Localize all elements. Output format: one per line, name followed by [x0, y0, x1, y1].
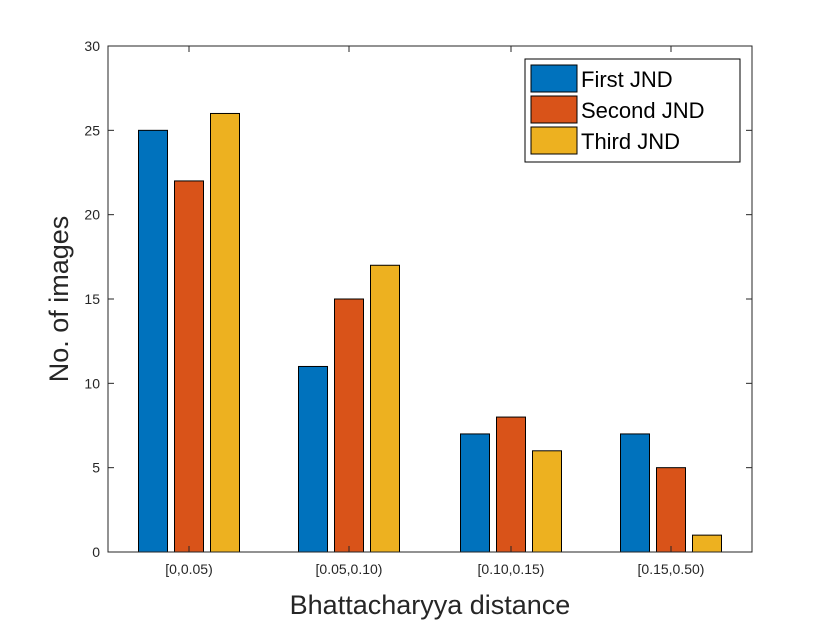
y-tick-label: 10 — [84, 375, 100, 391]
y-tick-label: 30 — [84, 38, 100, 54]
bar-series1-cat4 — [620, 433, 650, 553]
bar-series2-cat1 — [174, 180, 204, 553]
y-tick-label: 5 — [92, 460, 100, 476]
x-tick-label: [0,0.05) — [165, 561, 212, 577]
legend-swatch — [530, 95, 578, 124]
y-tick-label: 0 — [92, 544, 100, 560]
bar-series3-cat1 — [210, 112, 240, 553]
bar-series2-cat4 — [656, 467, 686, 553]
legend: First JND Second JND Third JND — [524, 58, 741, 163]
legend-label: Third JND — [581, 129, 680, 154]
y-tick-label: 15 — [84, 291, 100, 307]
y-tick-label: 25 — [84, 122, 100, 138]
bar-series1-cat2 — [298, 365, 328, 553]
x-tick-label: [0.05,0.10) — [316, 561, 383, 577]
axes-group: 0 5 10 15 20 25 30 [0,0.05) [0.05,0.10) [0.10,0.1… — [84, 38, 753, 577]
x-axis-title: Bhattacharyya distance — [290, 590, 571, 620]
bars-group — [138, 112, 722, 553]
x-tick-label: [0.10,0.15) — [478, 561, 545, 577]
bar-series1-cat1 — [138, 129, 168, 553]
x-tick-label: [0.15,0.50) — [638, 561, 705, 577]
bar-series3-cat2 — [370, 264, 400, 553]
y-axis-title: No. of images — [44, 216, 74, 383]
legend-swatch — [530, 64, 578, 93]
bar-series1-cat3 — [460, 433, 490, 553]
bar-series3-cat4 — [692, 534, 722, 553]
legend-label: First JND — [581, 67, 673, 92]
bar-series2-cat2 — [334, 298, 364, 553]
bar-series2-cat3 — [496, 416, 526, 553]
bar-series3-cat3 — [532, 450, 562, 553]
legend-label: Second JND — [581, 98, 705, 123]
legend-swatch — [530, 126, 578, 155]
y-tick-label: 20 — [84, 207, 100, 223]
